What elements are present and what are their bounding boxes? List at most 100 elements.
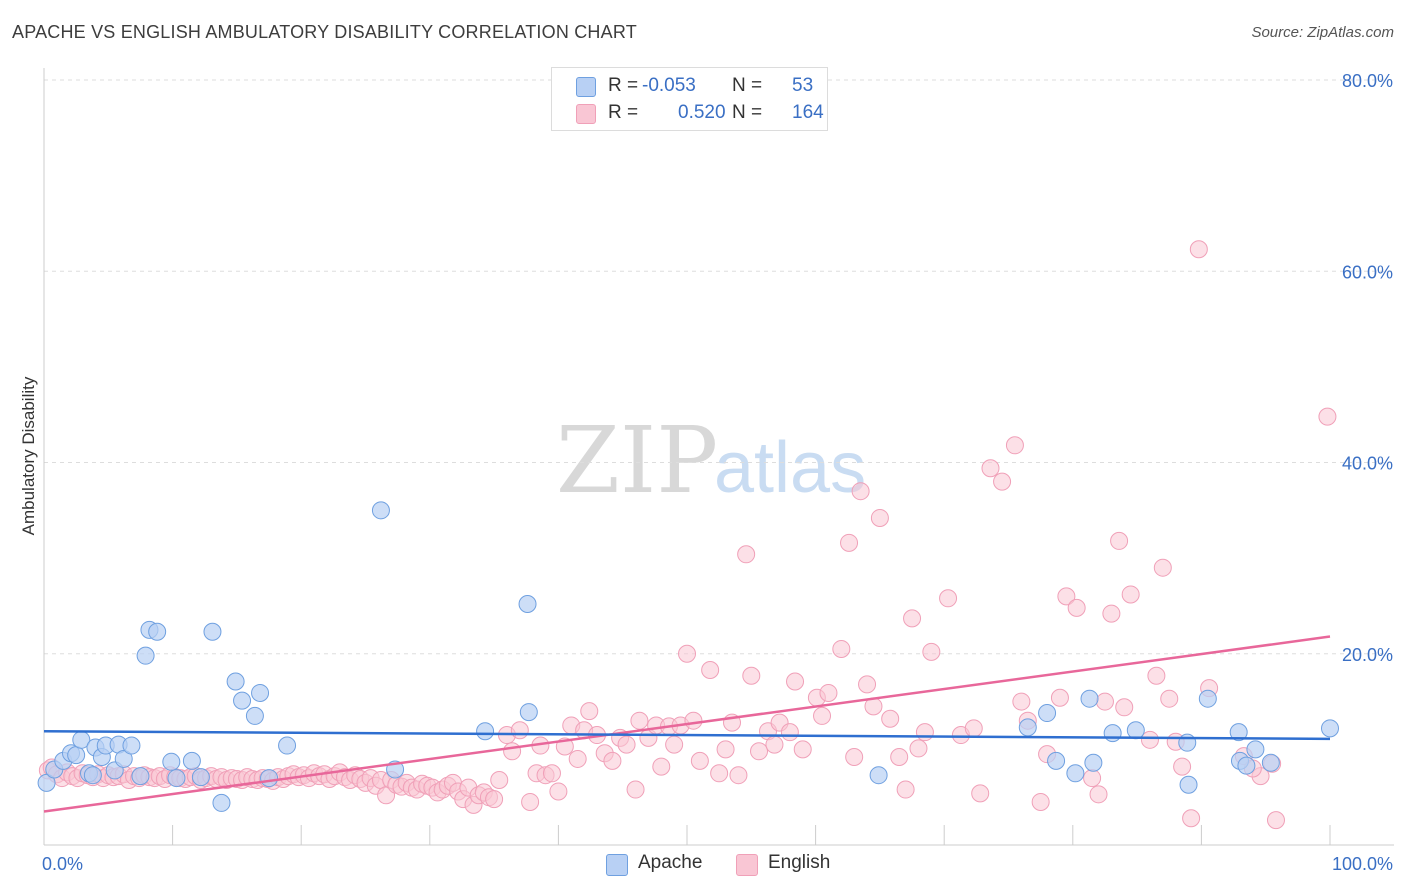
english-legend-label: English xyxy=(768,852,831,873)
axes xyxy=(43,68,1394,846)
apache-point xyxy=(182,751,201,770)
apache-point xyxy=(869,766,888,785)
english-point xyxy=(786,672,805,691)
apache-point xyxy=(1103,724,1122,743)
apache-point xyxy=(167,769,186,788)
english-point xyxy=(922,642,941,661)
english-point xyxy=(813,706,832,725)
apache-point xyxy=(1047,751,1066,770)
apache-point xyxy=(131,767,150,786)
english-point xyxy=(1050,688,1069,707)
english-point xyxy=(549,782,568,801)
apache-point xyxy=(148,622,167,641)
english-point xyxy=(742,666,761,685)
english-trend-line xyxy=(43,635,1331,813)
legend-n-value: 53 xyxy=(792,75,814,96)
apache-trend-line xyxy=(43,729,1331,741)
english-swatch xyxy=(576,104,596,124)
english-point xyxy=(1182,809,1201,828)
english-point xyxy=(1147,666,1166,685)
apache-point xyxy=(1321,719,1339,738)
x-tick-label: 100.0% xyxy=(1332,854,1393,874)
chart-title: APACHE VS ENGLISH AMBULATORY DISABILITY … xyxy=(12,22,637,42)
apache-point xyxy=(136,646,155,665)
y-tick-label: 80.0% xyxy=(1342,71,1393,91)
english-point xyxy=(1318,407,1337,426)
english-point xyxy=(1115,698,1134,717)
english-points xyxy=(38,240,1337,830)
english-point xyxy=(1089,785,1108,804)
english-point xyxy=(881,709,900,728)
english-point xyxy=(626,780,645,799)
english-point xyxy=(1266,811,1285,830)
english-swatch xyxy=(736,854,758,876)
apache-point xyxy=(1198,689,1217,708)
english-point xyxy=(845,748,864,767)
watermark-zip: ZIP xyxy=(556,407,718,514)
apache-point xyxy=(245,706,264,725)
english-point xyxy=(716,740,735,759)
apache-point xyxy=(162,752,181,771)
watermark-atlas: atlas xyxy=(714,428,866,508)
english-point xyxy=(832,639,851,658)
apache-point xyxy=(1261,753,1280,772)
english-point xyxy=(819,683,838,702)
trend-lines xyxy=(43,635,1331,813)
english-point xyxy=(510,721,529,740)
y-axis-label: Ambulatory Disability xyxy=(19,376,38,535)
legend: R = -0.053 N = 53 R = 0.520 N = 164 xyxy=(551,67,828,131)
source-label: Source: ZipAtlas.com xyxy=(1251,24,1394,41)
english-point xyxy=(793,740,812,759)
tick-labels: 20.0% 40.0% 60.0% 80.0% 0.0% 100.0% xyxy=(42,71,1393,874)
english-point xyxy=(765,735,784,754)
apache-point xyxy=(1179,775,1198,794)
english-point xyxy=(851,482,870,501)
english-point xyxy=(1160,689,1179,708)
english-point xyxy=(896,780,915,799)
apache-legend-label: Apache xyxy=(638,852,703,873)
english-point xyxy=(603,751,622,770)
y-tick-label: 40.0% xyxy=(1342,454,1393,474)
english-point xyxy=(840,533,859,552)
apache-point xyxy=(233,691,252,710)
apache-point xyxy=(371,501,390,520)
legend-r-value: -0.053 xyxy=(642,75,696,96)
apache-point xyxy=(1126,721,1145,740)
legend-n-value: 164 xyxy=(792,102,824,123)
english-point xyxy=(630,711,649,730)
apache-point xyxy=(67,746,86,765)
apache-point xyxy=(260,769,279,788)
apache-point xyxy=(212,793,231,812)
english-point xyxy=(903,609,922,628)
english-point xyxy=(915,723,934,742)
english-point xyxy=(1083,769,1102,788)
english-point xyxy=(1005,436,1024,455)
grid-lines xyxy=(44,79,1394,655)
apache-point xyxy=(1084,753,1103,772)
apache-point xyxy=(191,768,210,787)
apache-point xyxy=(1038,704,1057,723)
english-point xyxy=(737,545,756,564)
apache-points xyxy=(37,501,1339,812)
y-tick-label: 60.0% xyxy=(1342,262,1393,282)
english-point xyxy=(485,790,504,809)
english-point xyxy=(701,661,720,680)
english-point xyxy=(1189,240,1208,259)
english-point xyxy=(858,675,877,694)
apache-point xyxy=(1229,723,1248,742)
apache-point xyxy=(1237,756,1256,775)
english-point xyxy=(684,711,703,730)
english-point xyxy=(490,770,509,789)
english-point xyxy=(890,748,909,767)
english-point xyxy=(1031,792,1050,811)
english-point xyxy=(870,508,889,527)
english-point xyxy=(678,644,696,663)
english-point xyxy=(964,719,983,738)
english-point xyxy=(1173,757,1192,776)
english-point xyxy=(665,735,684,754)
english-point xyxy=(710,764,729,783)
apache-point xyxy=(203,622,222,641)
apache-point xyxy=(1246,740,1265,759)
english-point xyxy=(690,751,709,770)
